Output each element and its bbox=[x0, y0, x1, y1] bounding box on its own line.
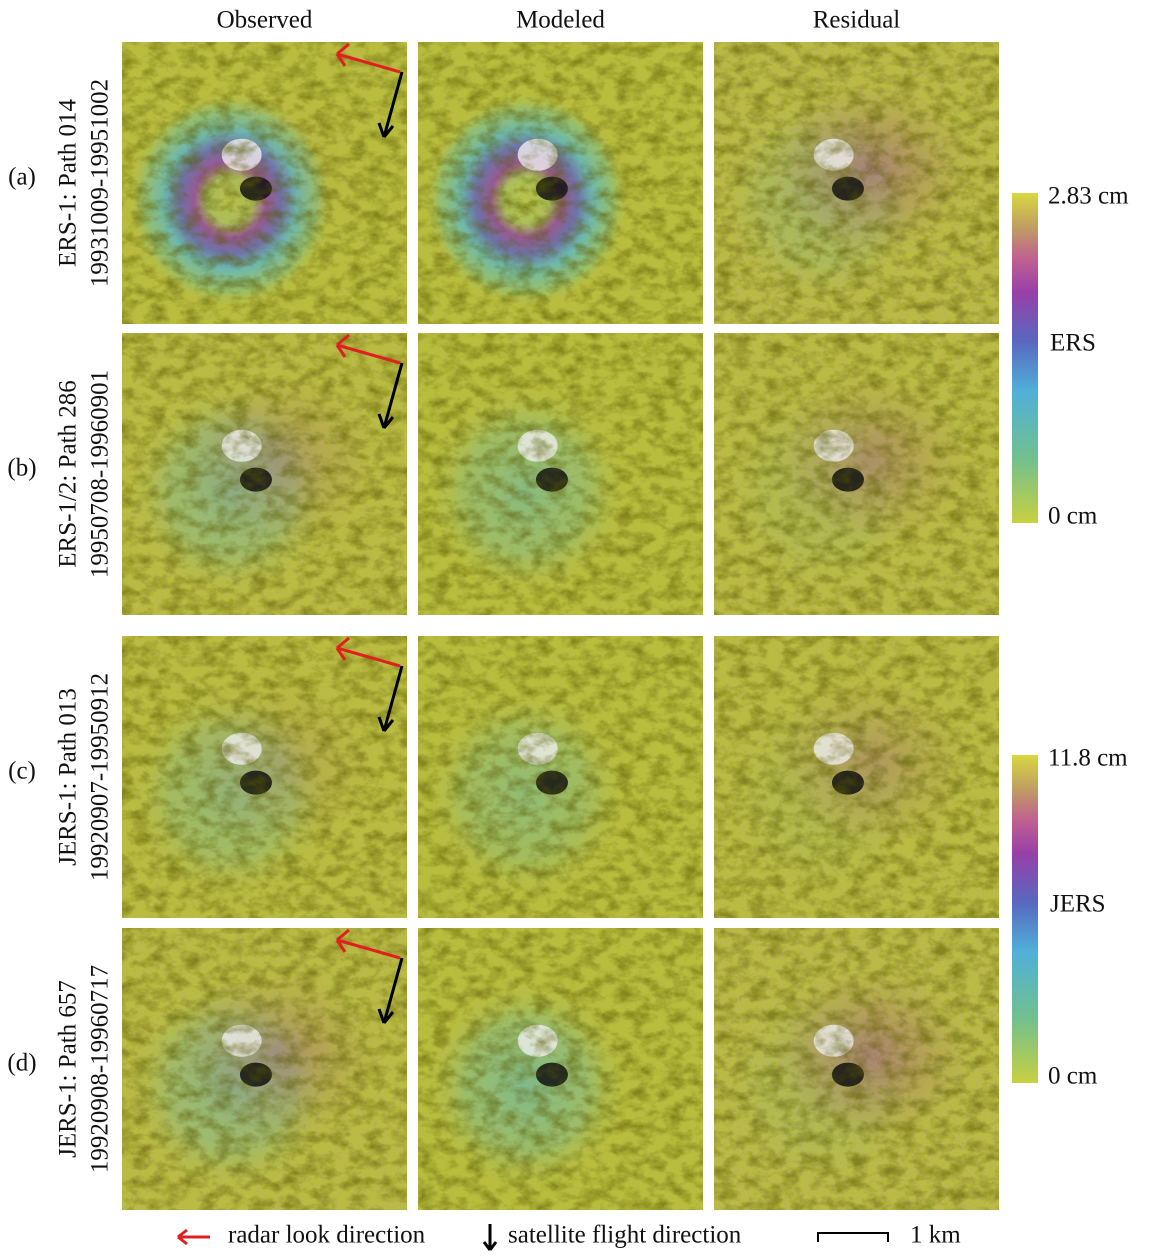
content: Observed Modeled Residual (a) ERS-1: Path 01… bbox=[7, 7, 1129, 1250]
relief-shading bbox=[122, 42, 407, 324]
map-panel bbox=[714, 42, 999, 324]
date-label: 19950708-19960901 bbox=[87, 370, 114, 578]
legend-look-arrow bbox=[178, 1230, 210, 1244]
scale-bar bbox=[818, 1233, 888, 1242]
map-panel bbox=[418, 636, 703, 918]
map-panel bbox=[714, 333, 999, 615]
map-panel bbox=[714, 928, 999, 1210]
column-header: Observed bbox=[217, 7, 313, 34]
map-panel bbox=[122, 928, 407, 1210]
colorbar-min: 0 cm bbox=[1048, 503, 1098, 530]
track-label: JERS-1: Path 013 bbox=[55, 688, 82, 866]
relief-shading bbox=[714, 333, 999, 615]
map-panel bbox=[122, 42, 407, 324]
relief-shading bbox=[418, 928, 703, 1210]
relief-shading bbox=[122, 333, 407, 615]
date-label: 19920907-19950912 bbox=[87, 673, 114, 881]
map-panel bbox=[418, 928, 703, 1210]
relief-shading bbox=[714, 928, 999, 1210]
relief-shading bbox=[418, 636, 703, 918]
map-panel bbox=[122, 333, 407, 615]
colorbar-name: JERS bbox=[1050, 891, 1106, 918]
colorbar bbox=[1012, 755, 1038, 1083]
scale-label: 1 km bbox=[910, 1222, 961, 1249]
column-header: Residual bbox=[813, 7, 901, 34]
relief-shading bbox=[122, 636, 407, 918]
row-label: (b) bbox=[7, 455, 36, 482]
track-label: JERS-1: Path 657 bbox=[55, 980, 82, 1158]
row-label: (d) bbox=[7, 1050, 36, 1077]
track-label: ERS-1: Path 014 bbox=[55, 98, 82, 267]
figure: Observed Modeled Residual (a) ERS-1: Path 01… bbox=[0, 0, 1153, 1254]
relief-shading bbox=[122, 928, 407, 1210]
date-label: 19931009-19951002 bbox=[87, 79, 114, 287]
legend-look: radar look direction bbox=[228, 1222, 426, 1249]
colorbar-max: 2.83 cm bbox=[1048, 183, 1129, 210]
map-panel bbox=[122, 636, 407, 918]
colorbar-name: ERS bbox=[1050, 330, 1096, 357]
legend-flight: satellite flight direction bbox=[508, 1222, 742, 1249]
relief-shading bbox=[714, 636, 999, 918]
colorbar bbox=[1012, 193, 1038, 523]
map-panel bbox=[714, 636, 999, 918]
column-header: Modeled bbox=[516, 7, 605, 34]
colorbar-min: 0 cm bbox=[1048, 1063, 1098, 1090]
date-label: 19920908-19960717 bbox=[87, 965, 114, 1173]
row-label: (a) bbox=[8, 164, 36, 191]
relief-shading bbox=[714, 42, 999, 324]
relief-shading bbox=[418, 42, 703, 324]
colorbar-max: 11.8 cm bbox=[1048, 745, 1128, 772]
legend-flight-arrow bbox=[484, 1224, 496, 1250]
relief-shading bbox=[418, 333, 703, 615]
track-label: ERS-1/2: Path 286 bbox=[55, 380, 82, 568]
row-label: (c) bbox=[8, 758, 36, 785]
map-panel bbox=[418, 42, 703, 324]
map-panel bbox=[418, 333, 703, 615]
